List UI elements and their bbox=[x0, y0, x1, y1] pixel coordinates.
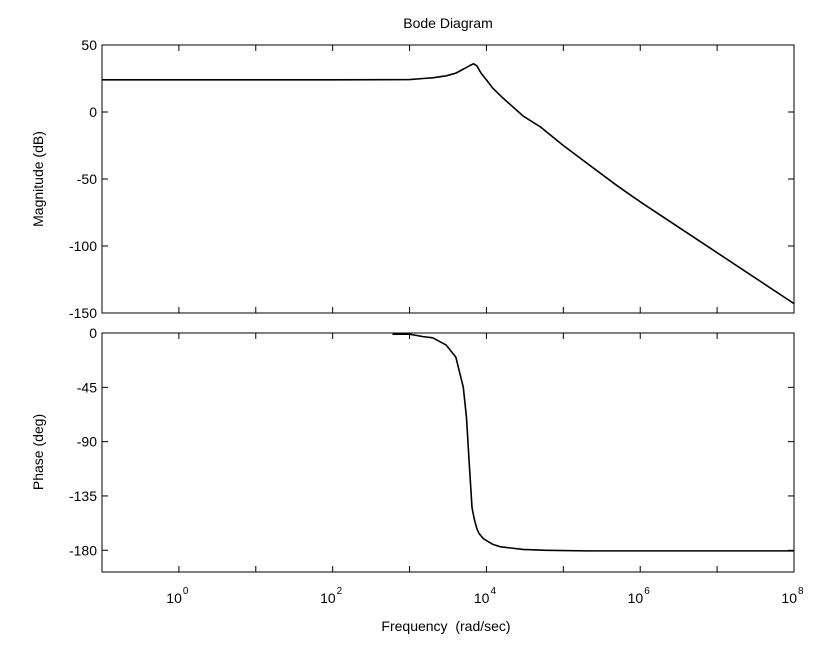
phase-y-tick-label: -90 bbox=[77, 434, 97, 450]
x-tick-labels: 10 0 10 2 10 4 10 6 10 8 bbox=[166, 586, 804, 606]
magnitude-y-tick-labels: 50 0 -50 -100 -150 bbox=[69, 37, 97, 321]
x-tick-label-exponent: 2 bbox=[337, 586, 343, 597]
phase-y-tick-labels: 0 -45 -90 -135 -180 bbox=[69, 325, 97, 558]
x-tick-label-exponent: 0 bbox=[183, 586, 189, 597]
x-axis-label: Frequency (rad/sec) bbox=[381, 618, 510, 634]
magnitude-y-tick-label: 50 bbox=[81, 37, 97, 53]
x-tick-label: 10 8 bbox=[781, 586, 804, 606]
x-tick-label: 10 0 bbox=[166, 586, 189, 606]
x-tick-label-base: 10 bbox=[781, 590, 797, 606]
magnitude-curve bbox=[102, 62, 795, 305]
x-tick-label: 10 4 bbox=[474, 586, 497, 606]
x-tick-label-base: 10 bbox=[474, 590, 490, 606]
phase-plot: 0 -45 -90 -135 -180 Phase (deg) bbox=[30, 325, 795, 573]
x-tick-label: 10 6 bbox=[628, 586, 651, 606]
phase-y-axis-label: Phase (deg) bbox=[30, 414, 46, 490]
magnitude-y-tick-label: -150 bbox=[69, 305, 97, 321]
magnitude-y-tick-label: 0 bbox=[89, 104, 97, 120]
phase-axes-frame bbox=[101, 332, 795, 573]
phase-y-tick-label: -180 bbox=[69, 542, 97, 558]
x-tick-label-base: 10 bbox=[166, 590, 182, 606]
x-tick-label: 10 2 bbox=[320, 586, 343, 606]
magnitude-plot: 50 0 -50 -100 -150 Magnitude (dB) bbox=[30, 37, 795, 321]
phase-y-tick-label: -45 bbox=[77, 379, 97, 395]
x-tick-label-exponent: 6 bbox=[644, 586, 650, 597]
x-tick-label-exponent: 8 bbox=[798, 586, 804, 597]
magnitude-y-axis-label: Magnitude (dB) bbox=[30, 131, 46, 227]
magnitude-y-tick-label: -50 bbox=[77, 171, 97, 187]
phase-curve bbox=[392, 333, 794, 552]
phase-ticks bbox=[101, 332, 795, 572]
magnitude-y-tick-label: -100 bbox=[69, 238, 97, 254]
magnitude-axes-frame bbox=[101, 44, 795, 314]
phase-y-tick-label: -135 bbox=[69, 488, 97, 504]
chart-title: Bode Diagram bbox=[403, 15, 493, 31]
magnitude-ticks bbox=[101, 44, 795, 314]
x-tick-label-base: 10 bbox=[628, 590, 644, 606]
phase-y-tick-label: 0 bbox=[89, 325, 97, 341]
x-tick-label-exponent: 4 bbox=[490, 586, 496, 597]
x-tick-label-base: 10 bbox=[320, 590, 336, 606]
